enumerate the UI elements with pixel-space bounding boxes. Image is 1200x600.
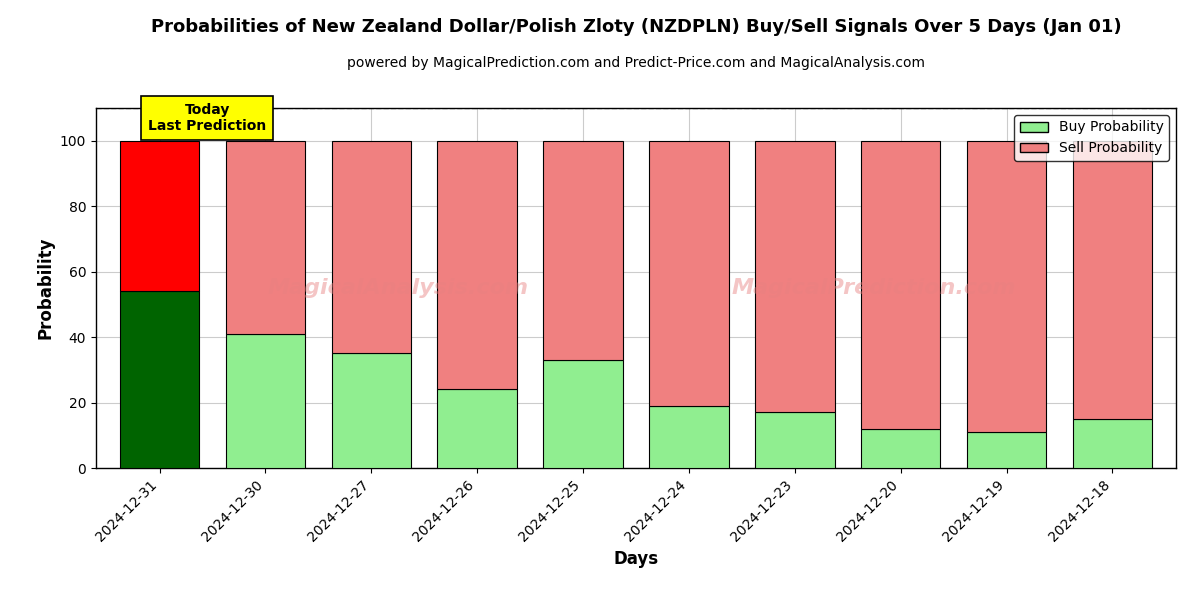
Bar <box>226 334 305 468</box>
Text: MagicalAnalysis.com: MagicalAnalysis.com <box>268 278 529 298</box>
Bar <box>862 429 941 468</box>
Bar <box>862 141 941 429</box>
Text: MagicalPrediction.com: MagicalPrediction.com <box>731 278 1016 298</box>
Bar <box>649 406 728 468</box>
Text: powered by MagicalPrediction.com and Predict-Price.com and MagicalAnalysis.com: powered by MagicalPrediction.com and Pre… <box>347 56 925 70</box>
Text: Probabilities of New Zealand Dollar/Polish Zloty (NZDPLN) Buy/Sell Signals Over : Probabilities of New Zealand Dollar/Poli… <box>151 18 1121 36</box>
Bar <box>544 141 623 360</box>
Bar <box>649 141 728 406</box>
Bar <box>1073 419 1152 468</box>
Text: Today
Last Prediction: Today Last Prediction <box>148 103 266 133</box>
Bar <box>331 353 412 468</box>
Bar <box>967 432 1046 468</box>
Bar <box>967 141 1046 432</box>
Bar <box>755 412 834 468</box>
Bar <box>755 141 834 412</box>
Bar <box>544 360 623 468</box>
Y-axis label: Probability: Probability <box>36 237 54 339</box>
Bar <box>1073 141 1152 419</box>
Bar <box>120 291 199 468</box>
Bar <box>226 141 305 334</box>
Bar <box>438 141 517 389</box>
Bar <box>331 141 412 353</box>
Bar <box>120 141 199 291</box>
Bar <box>438 389 517 468</box>
Legend: Buy Probability, Sell Probability: Buy Probability, Sell Probability <box>1014 115 1169 161</box>
X-axis label: Days: Days <box>613 550 659 568</box>
